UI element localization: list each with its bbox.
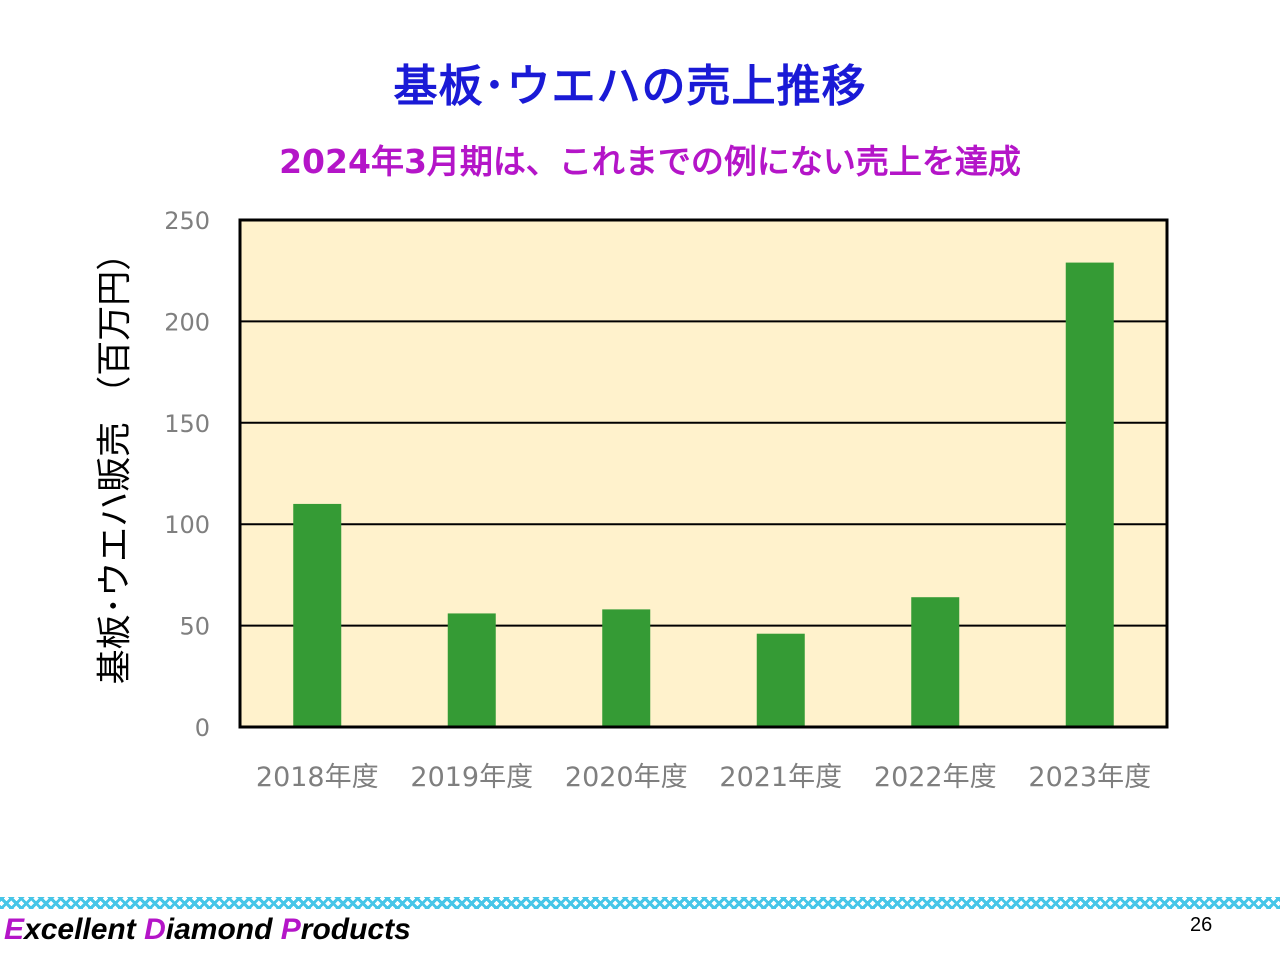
bar-1 <box>447 613 496 727</box>
brand-rest-excellent: xcellent <box>24 913 145 946</box>
plot-area <box>240 220 1167 727</box>
y-tick-label: 100 <box>164 511 210 539</box>
y-tick-labels: 0 50 100 150 200 250 <box>164 207 210 742</box>
x-tick-label: 2019年度 <box>410 762 533 793</box>
y-tick-label: 250 <box>164 207 210 235</box>
brand-initial-p: P <box>280 913 301 946</box>
y-tick-label: 50 <box>179 613 210 641</box>
x-tick-label: 2021年度 <box>719 762 842 793</box>
slide-title: 基板･ウエハの売上推移 <box>393 61 867 112</box>
bar-2 <box>602 609 651 727</box>
brand-rest-products: roducts <box>300 913 411 946</box>
brand-initial-e: E <box>4 913 25 946</box>
bar-4 <box>911 597 960 727</box>
x-tick-label: 2018年度 <box>256 762 379 793</box>
y-tick-label: 0 <box>195 714 210 742</box>
brand-initial-d: D <box>144 913 166 946</box>
y-tick-label: 150 <box>164 410 210 438</box>
bar-0 <box>293 503 342 727</box>
footer-wave-band <box>0 897 1280 909</box>
gridlines <box>240 320 1167 627</box>
bars <box>293 262 1114 727</box>
slide-subtitle: 2024年3月期は、これまでの例にない売上を達成 <box>279 142 1021 181</box>
x-tick-labels: 2018年度 2019年度 2020年度 2021年度 2022年度 2023年度 <box>256 762 1151 793</box>
x-tick-label: 2022年度 <box>874 762 997 793</box>
plot-frame <box>238 218 1169 729</box>
bar-3 <box>756 633 805 727</box>
x-tick-label: 2023年度 <box>1028 762 1151 793</box>
brand-rest-diamond: iamond <box>165 913 281 946</box>
y-tick-label: 200 <box>164 308 210 336</box>
page-number: 26 <box>1190 914 1213 936</box>
bar-chart: 0 50 100 150 200 250 2018年度 2019年度 2020年度 2021年度… <box>164 207 1169 793</box>
bar-5 <box>1065 262 1114 727</box>
brand-logo-text: Excellent Diamond Products <box>4 913 411 947</box>
x-tick-label: 2020年度 <box>565 762 688 793</box>
